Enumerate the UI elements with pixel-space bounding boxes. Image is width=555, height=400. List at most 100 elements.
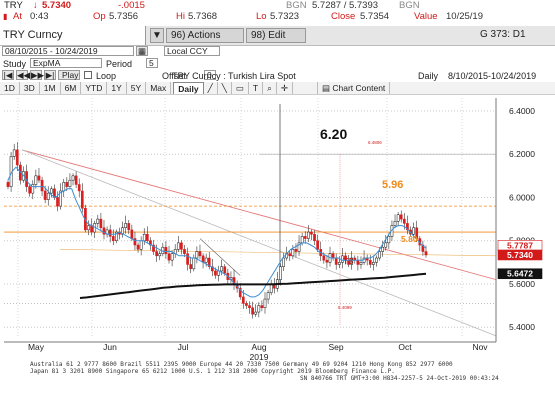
wedge-line: [199, 238, 241, 276]
candle-body: [152, 244, 155, 252]
calendar-icon[interactable]: ▦: [136, 46, 148, 56]
candle-body: [241, 296, 245, 304]
tab-ytd[interactable]: YTD: [81, 82, 108, 94]
candle-body: [65, 182, 69, 187]
step-back-icon[interactable]: ◀◀: [16, 70, 31, 80]
annotation-620: 6.20: [320, 126, 347, 142]
candle-body: [28, 186, 32, 194]
candle-body: [291, 249, 295, 257]
annotation-580: 5.80: [401, 234, 418, 244]
value-label: Value: [414, 11, 438, 22]
candle-body: [142, 233, 146, 241]
footer-text: Australia 61 2 9777 8600 Brazil 5511 239…: [0, 361, 555, 400]
study-label: Study: [3, 58, 27, 69]
candle-body: [306, 231, 310, 239]
tab-1y[interactable]: 1Y: [107, 82, 127, 94]
security-field[interactable]: TRY Curncy: [3, 29, 63, 41]
ema-fast-line: [7, 166, 427, 298]
candle-body: [80, 190, 84, 209]
tab-5y[interactable]: 5Y: [127, 82, 147, 94]
tab-1d[interactable]: 1D: [0, 82, 20, 94]
ticker-symbol[interactable]: TRY: [4, 0, 23, 11]
price-tag-box: [497, 249, 543, 261]
candle-body: [421, 244, 425, 252]
candle-body: [49, 188, 53, 194]
replay-controls: |◀ ◀◀ ▶▶ ▶| Play Loop TRY Curncy : Turki…: [0, 70, 555, 81]
candle-body: [387, 236, 391, 244]
actions-menu[interactable]: 96) Actions: [166, 28, 244, 43]
draw-line3-icon[interactable]: ▭: [232, 82, 249, 94]
quote-line-1: TRY ↓ 5.7340 -.0015 BGN 5.7287 / 5.7393 …: [0, 0, 555, 11]
offset-input[interactable]: 0: [204, 70, 216, 80]
annotations: 6.20 6.4806 5.96 5.80 T3 5.4099: [320, 126, 418, 310]
x-tick-label: Aug: [251, 342, 266, 352]
candle-body: [115, 231, 118, 241]
candle-body: [211, 266, 214, 272]
at-label: At: [13, 11, 22, 22]
candle-body: [402, 218, 406, 224]
x-tick-label: Oct: [398, 342, 412, 352]
candle-body: [288, 253, 292, 257]
step-forward-icon[interactable]: ▶▶: [30, 70, 45, 80]
y-tick-label: 5.4000: [509, 322, 535, 332]
candle-body: [198, 251, 202, 257]
candle-body: [238, 288, 242, 298]
candle-body: [282, 257, 285, 267]
chart-content-button[interactable]: ▤ Chart Content: [316, 82, 391, 94]
tab-1m[interactable]: 1M: [40, 82, 61, 94]
candle-body: [96, 218, 100, 224]
candle-body: [74, 175, 78, 185]
candle-body: [56, 197, 59, 207]
candle-body: [266, 292, 270, 300]
frequency-select[interactable]: Daily: [173, 82, 204, 94]
candle-body: [316, 240, 319, 250]
candle-body: [12, 149, 16, 157]
close-value: 5.7354: [360, 11, 390, 22]
candle-body: [331, 253, 335, 259]
annotation-t3: T3: [343, 256, 353, 266]
period-input[interactable]: 5: [146, 58, 158, 68]
play-button[interactable]: Play: [58, 70, 80, 80]
candle-body: [183, 249, 186, 254]
candle-body: [46, 192, 50, 200]
bar-icon: ▮: [3, 12, 8, 21]
candle-body: [260, 305, 264, 308]
candle-body: [310, 231, 313, 235]
crosshair-icon[interactable]: ✛: [277, 82, 293, 94]
rewind-icon[interactable]: |◀: [2, 70, 14, 80]
candle-body: [245, 303, 248, 306]
candle-body: [158, 253, 162, 257]
candle-body: [322, 255, 326, 261]
currency-select[interactable]: Local CCY: [164, 46, 220, 56]
candle-body: [220, 266, 223, 272]
tab-max[interactable]: Max: [146, 82, 172, 94]
study-select[interactable]: ExpMA: [30, 58, 102, 68]
draw-line-icon[interactable]: ╱: [204, 82, 218, 94]
forward-end-icon[interactable]: ▶|: [44, 70, 56, 80]
low-value: 5.7323: [270, 11, 300, 22]
x-axis: May Jun Jul Aug Sep Oct Nov 2019: [4, 341, 496, 362]
draw-line2-icon[interactable]: ╲: [218, 82, 232, 94]
dropdown-arrow-icon[interactable]: ▼: [150, 28, 164, 43]
loop-checkbox[interactable]: [84, 71, 92, 79]
text-tool-icon[interactable]: T: [249, 82, 264, 94]
low-label: Lo: [256, 11, 267, 22]
candle-body: [145, 233, 149, 241]
quote-time: 0:43: [30, 11, 49, 22]
candle-body: [223, 266, 227, 274]
candle-body: [68, 179, 72, 187]
zoom-tool-icon[interactable]: ⌕: [263, 82, 277, 94]
price-chart[interactable]: 6.20 6.4806 5.96 5.80 T3 5.4099 6.4000 6.2000 6…: [0, 95, 555, 375]
candle-body: [384, 242, 388, 248]
edit-menu[interactable]: 98) Edit: [246, 28, 306, 43]
tab-6m[interactable]: 6M: [61, 82, 82, 94]
date-range-input[interactable]: 08/10/2015 - 10/24/2019: [2, 46, 134, 56]
annotation-6-48: 6.4806: [368, 140, 382, 145]
y-tick-label: 6.0000: [509, 192, 535, 202]
candle-body: [337, 262, 341, 265]
candle-body: [127, 223, 131, 231]
bid-ask-quote: 5.7287 / 5.7393: [312, 0, 379, 11]
close-label: Close: [331, 11, 356, 22]
toolbar: TRY Curncy ▼ 96) Actions 98) Edit G 373:…: [0, 26, 555, 46]
tab-3d[interactable]: 3D: [20, 82, 40, 94]
